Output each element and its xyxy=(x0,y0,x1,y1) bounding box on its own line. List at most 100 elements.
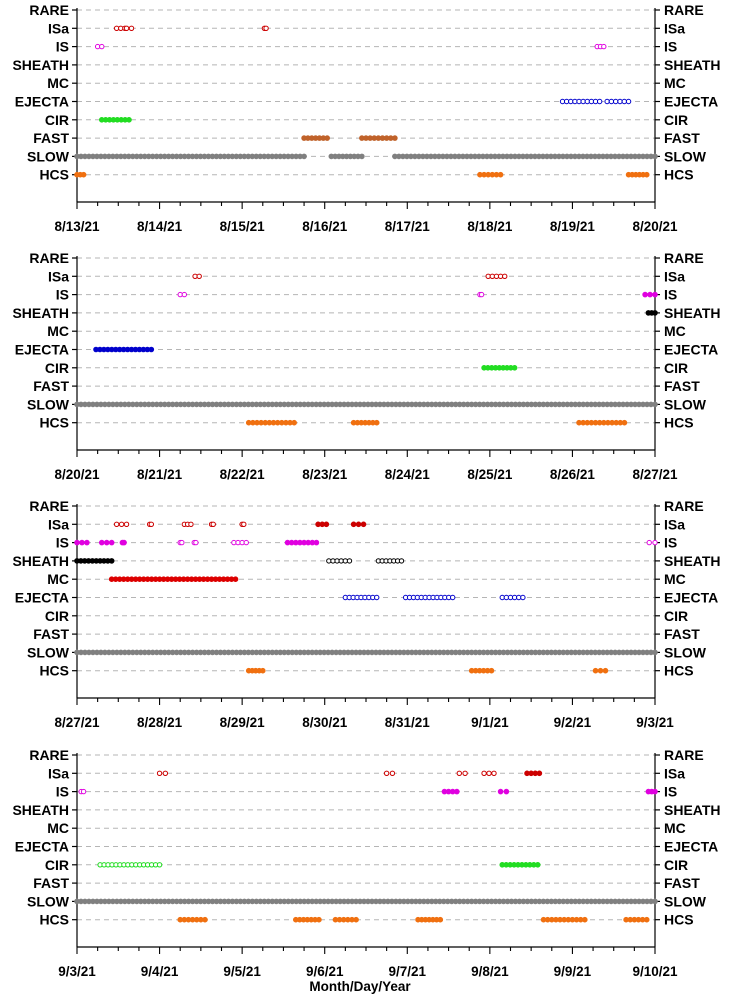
segment-ejecta xyxy=(93,346,155,353)
y-label-right-slow: SLOW xyxy=(664,396,707,412)
point-isa xyxy=(350,521,357,528)
segment-ejecta xyxy=(342,594,380,601)
x-tick-label: 8/25/21 xyxy=(467,467,513,482)
y-label-left-hcs: HCS xyxy=(39,167,69,183)
point-is xyxy=(103,539,110,546)
y-label-right-sheath: SHEATH xyxy=(664,802,721,818)
segment-is xyxy=(177,291,188,298)
segment-ejecta xyxy=(402,594,456,601)
point-isa xyxy=(113,521,120,527)
x-tick-label: 9/9/21 xyxy=(554,964,592,979)
x-tick-label: 9/7/21 xyxy=(389,964,427,979)
point-isa xyxy=(383,770,390,776)
x-tick-label: 9/3/21 xyxy=(636,715,674,730)
segment-ejecta xyxy=(499,594,526,601)
y-label-right-cir: CIR xyxy=(664,360,688,376)
segment-slow xyxy=(74,898,658,905)
y-label-right-ejecta: EJECTA xyxy=(664,94,718,110)
segment-isa xyxy=(113,521,130,527)
segment-ejecta xyxy=(559,98,603,105)
y-label-right-ejecta: EJECTA xyxy=(664,590,718,606)
point-isa xyxy=(148,521,155,527)
point-hcs xyxy=(80,171,87,178)
y-label-left-rare: RARE xyxy=(29,747,69,763)
point-slow xyxy=(652,898,658,905)
segment-hcs xyxy=(332,916,359,923)
point-ejecta xyxy=(625,98,632,105)
y-label-left-is: IS xyxy=(56,784,69,800)
segment-hcs xyxy=(540,916,588,923)
segment-isa xyxy=(192,273,202,279)
segment-sheath xyxy=(375,558,405,564)
point-is xyxy=(503,788,510,795)
y-label-right-is: IS xyxy=(664,535,677,551)
segment-is xyxy=(98,539,115,546)
segment-isa xyxy=(383,770,396,776)
segment-hcs xyxy=(350,419,380,426)
segment-is xyxy=(642,291,658,298)
y-label-left-fast: FAST xyxy=(33,875,69,891)
segment-mc xyxy=(108,576,239,583)
x-tick-label: 9/6/21 xyxy=(306,964,344,979)
x-tick-label: 8/14/21 xyxy=(137,219,183,234)
segment-hcs xyxy=(468,667,495,674)
point-is xyxy=(646,539,652,546)
segment-is xyxy=(477,291,485,298)
y-label-left-ejecta: EJECTA xyxy=(15,839,69,855)
y-label-right-slow: SLOW xyxy=(664,644,707,660)
y-label-right-isa: ISa xyxy=(664,20,685,36)
segment-sheath xyxy=(326,558,353,564)
point-cir xyxy=(511,364,518,371)
y-label-left-isa: ISa xyxy=(48,516,69,532)
segment-is xyxy=(78,788,87,795)
y-label-left-isa: ISa xyxy=(48,20,69,36)
x-tick-label: 8/17/21 xyxy=(385,219,431,234)
segment-isa xyxy=(524,770,543,777)
point-is xyxy=(454,788,460,795)
y-label-left-isa: ISa xyxy=(48,765,69,781)
y-label-right-fast: FAST xyxy=(664,378,700,394)
segment-cir xyxy=(481,364,518,371)
point-isa xyxy=(360,521,367,528)
y-label-right-rare: RARE xyxy=(664,747,704,763)
y-label-left-fast: FAST xyxy=(33,130,69,146)
segment-hcs xyxy=(625,171,650,178)
point-isa xyxy=(536,770,543,777)
segment-isa xyxy=(481,770,497,776)
y-label-left-mc: MC xyxy=(47,323,69,339)
y-label-right-cir: CIR xyxy=(664,112,688,128)
segment-hcs xyxy=(245,419,297,426)
segment-isa xyxy=(261,25,269,31)
segment-isa xyxy=(123,25,135,31)
segment-hcs xyxy=(576,419,628,426)
y-label-left-cir: CIR xyxy=(45,112,69,128)
panel-4: RARE RARE ISa ISa IS IS SHEATH SHEATH MC MC EJECTA… xyxy=(12,747,720,979)
y-label-right-hcs: HCS xyxy=(664,912,694,928)
segment-ejecta xyxy=(604,98,632,105)
point-isa xyxy=(241,521,247,527)
point-isa xyxy=(491,770,497,776)
y-label-right-sheath: SHEATH xyxy=(664,57,721,73)
y-label-right-cir: CIR xyxy=(664,608,688,624)
point-is xyxy=(181,291,188,298)
panel-1: RARE RARE ISa ISa IS IS SHEATH SHEATH MC MC EJECTA… xyxy=(12,2,720,234)
segment-is xyxy=(497,788,510,795)
y-label-right-sheath: SHEATH xyxy=(664,553,721,569)
point-hcs xyxy=(316,916,322,923)
point-hcs xyxy=(259,667,266,674)
point-isa xyxy=(118,521,125,527)
y-label-left-ejecta: EJECTA xyxy=(15,342,69,358)
x-tick-label: 9/1/21 xyxy=(471,715,509,730)
y-label-left-is: IS xyxy=(56,535,69,551)
x-tick-label: 8/16/21 xyxy=(302,219,348,234)
y-label-right-hcs: HCS xyxy=(664,663,694,679)
point-isa xyxy=(389,770,396,776)
point-is xyxy=(179,539,185,546)
y-label-right-ejecta: EJECTA xyxy=(664,342,718,358)
y-label-right-sheath: SHEATH xyxy=(664,305,721,321)
y-label-right-rare: RARE xyxy=(664,498,704,514)
x-tick-label: 8/31/21 xyxy=(385,715,431,730)
point-ejecta xyxy=(612,98,619,105)
segment-hcs xyxy=(415,916,444,923)
point-hcs xyxy=(643,171,650,178)
